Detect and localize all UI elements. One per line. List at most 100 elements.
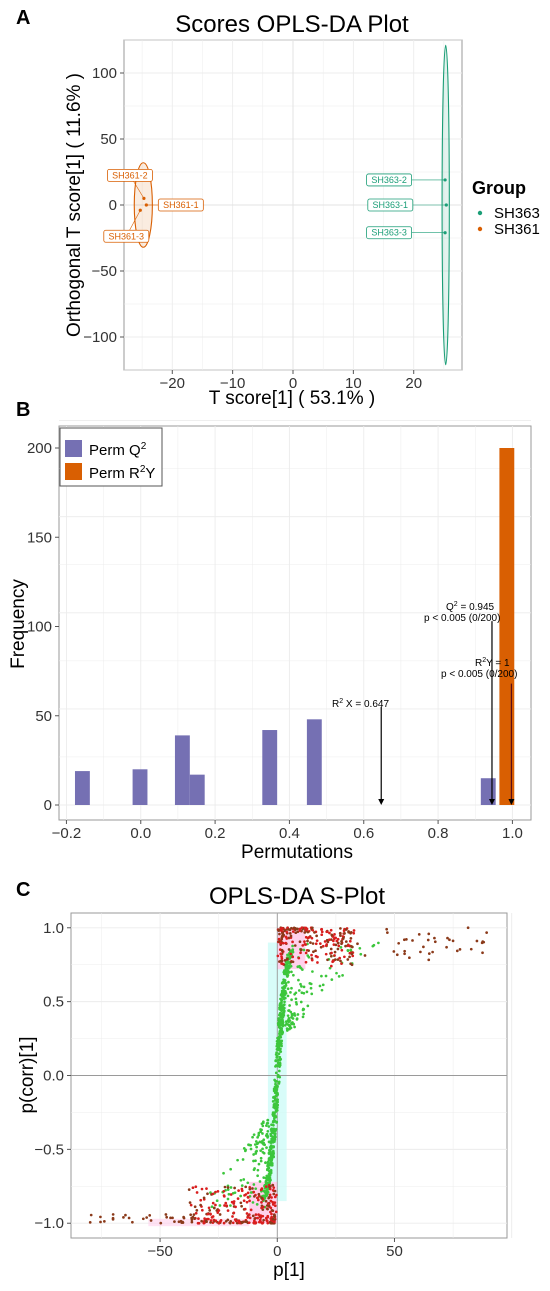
metabolite-point (234, 1219, 238, 1223)
metabolite-point (282, 1011, 286, 1014)
metabolite-point (358, 946, 362, 950)
metabolite-point (256, 1168, 260, 1172)
metabolite-point (405, 938, 408, 941)
metabolite-point (332, 939, 335, 943)
metabolite-point (226, 1188, 230, 1191)
metabolite-point (314, 949, 317, 953)
metabolite-point (224, 1201, 228, 1205)
metabolite-point (324, 944, 328, 948)
metabolite-point (266, 1214, 270, 1218)
metabolite-point (122, 1215, 125, 1219)
metabolite-point (252, 1190, 256, 1194)
metabolite-point (278, 1021, 281, 1025)
metabolite-point (246, 1191, 250, 1195)
metabolite-point (310, 953, 313, 957)
metabolite-point (293, 1014, 297, 1017)
metabolite-point (239, 1194, 243, 1198)
metabolite-point (299, 951, 302, 955)
metabolite-point (279, 993, 283, 997)
metabolite-point (274, 1071, 278, 1075)
bar-perm-q2 (262, 730, 278, 805)
metabolite-point (335, 971, 338, 975)
metabolite-point (275, 1092, 279, 1096)
metabolite-point (206, 1212, 210, 1216)
metabolite-point (279, 927, 283, 931)
metabolite-point (274, 1129, 277, 1133)
metabolite-point (411, 939, 414, 942)
metabolite-point (261, 1121, 265, 1125)
metabolite-point (301, 944, 305, 947)
metabolite-point (270, 1208, 274, 1212)
metabolite-point (289, 934, 293, 938)
metabolite-point (229, 1204, 232, 1207)
metabolite-point (278, 960, 281, 963)
metabolite-point (217, 1221, 221, 1225)
metabolite-point (239, 1201, 243, 1205)
metabolite-point (306, 954, 310, 957)
point-label: SH363-3 (371, 228, 407, 238)
metabolite-point (239, 1178, 243, 1182)
metabolite-point (283, 996, 287, 1000)
metabolite-point (403, 949, 407, 953)
metabolite-point (290, 1012, 294, 1016)
metabolite-point (281, 1017, 284, 1021)
metabolite-point (306, 939, 309, 943)
metabolite-point (200, 1219, 203, 1223)
metabolite-point (164, 1213, 168, 1216)
metabolite-point (248, 1216, 252, 1220)
metabolite-point (187, 1188, 191, 1192)
metabolite-point (209, 1221, 212, 1224)
legend-label-sh361: SH361 (494, 221, 540, 238)
metabolite-point (302, 985, 306, 989)
metabolite-point (283, 1000, 286, 1004)
metabolite-point (392, 950, 396, 953)
metabolite-point (287, 970, 291, 974)
metabolite-point (222, 1221, 226, 1225)
metabolite-point (433, 940, 437, 944)
metabolite-point (290, 986, 293, 990)
metabolite-point (315, 939, 319, 943)
metabolite-point (281, 1008, 285, 1011)
metabolite-point (226, 1209, 230, 1212)
metabolite-point (285, 968, 289, 972)
metabolite-point (279, 1023, 283, 1027)
panel-b-legend: Perm Q2 Perm R2Y (59, 427, 163, 487)
metabolite-point (262, 1176, 266, 1179)
metabolite-point (320, 930, 324, 934)
metabolite-point (260, 1221, 264, 1225)
bar-perm-q2 (189, 774, 205, 805)
metabolite-point (445, 945, 448, 949)
metabolite-point (417, 933, 421, 936)
metabolite-point (195, 1209, 199, 1212)
metabolite-point (268, 1187, 272, 1191)
panel-a-y-axis-label: Orthogonal T score[1] ( 11.6% ) (64, 73, 85, 337)
metabolite-point (320, 933, 324, 937)
metabolite-point (431, 950, 434, 954)
metabolite-point (276, 1073, 280, 1077)
metabolite-point (340, 948, 344, 952)
y-tick-label: 0.0 (43, 1068, 64, 1085)
metabolite-point (193, 1217, 196, 1221)
metabolite-point (330, 933, 334, 937)
metabolite-point (267, 1196, 271, 1200)
panel-c-y-axis-label: p(corr)[1] (17, 1036, 38, 1113)
metabolite-point (268, 1193, 272, 1197)
metabolite-point (275, 1193, 278, 1197)
bar-perm-r2y (499, 448, 515, 805)
metabolite-point (266, 1221, 270, 1225)
metabolite-point (309, 941, 312, 945)
metabolite-point (211, 1192, 215, 1196)
metabolite-point (288, 1019, 292, 1022)
metabolite-point (251, 1135, 254, 1139)
metabolite-point (265, 1193, 269, 1197)
metabolite-point (199, 1203, 202, 1207)
metabolite-point (280, 998, 284, 1002)
panel-b: B −0.2 0.0 0.2 0.4 0.6 0.8 1.0 0 50 100 150 200 Pe… (8, 399, 532, 863)
metabolite-point (243, 1193, 246, 1197)
metabolite-point (332, 937, 336, 941)
y-tick-label: 0.5 (43, 994, 64, 1011)
metabolite-point (173, 1220, 176, 1223)
metabolite-point (300, 926, 304, 930)
y-tick-label: 200 (27, 440, 52, 457)
